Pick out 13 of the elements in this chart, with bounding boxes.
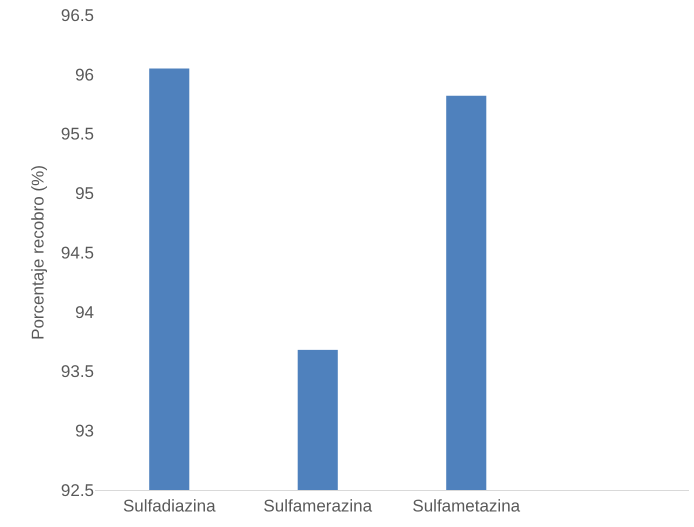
x-tick-label: Sulfametazina (412, 496, 521, 516)
y-tick-label: 92.5 (60, 480, 94, 500)
y-tick-label: 96.5 (60, 6, 94, 25)
y-tick-label: 95 (75, 184, 94, 204)
y-tick-label: 94 (75, 302, 94, 322)
y-tick-label: 93 (75, 422, 94, 441)
y-tick-label: 94.5 (60, 243, 94, 262)
x-tick-label: Sulfadiazina (122, 496, 216, 516)
y-tick-label: 95.5 (60, 124, 94, 144)
y-tick-label: 93.5 (60, 362, 94, 382)
x-tick-label: Sulfamerazina (263, 496, 373, 516)
y-tick-label: 96 (75, 65, 94, 84)
y-axis-title: Porcentaje recobro (%) (28, 165, 48, 340)
